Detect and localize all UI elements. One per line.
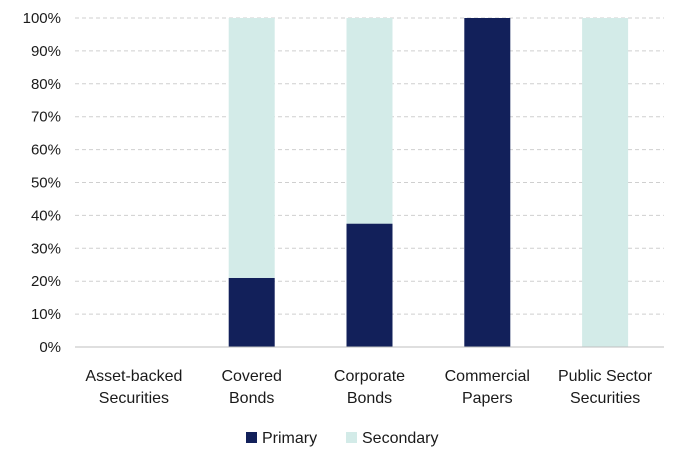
y-tick-label: 90% — [31, 43, 61, 60]
y-tick-label: 50% — [31, 175, 61, 192]
x-category-label: Corporate — [334, 368, 405, 385]
y-axis-tick-labels: 0% 10% 20% 30% 40% 50% 60% 70% 80% 90% 100% — [23, 10, 61, 356]
x-category-label: Papers — [462, 390, 513, 407]
y-tick-label: 100% — [23, 10, 61, 27]
x-category-label: Public Sector — [558, 368, 653, 385]
y-tick-label: 60% — [31, 142, 61, 159]
legend-swatch-primary — [246, 432, 257, 443]
y-tick-label: 80% — [31, 76, 61, 93]
bar-secondary — [582, 18, 628, 347]
bar-primary — [464, 18, 510, 347]
x-category-label: Covered — [221, 368, 281, 385]
legend: Primary Secondary — [246, 430, 439, 447]
bar-secondary — [229, 18, 275, 278]
x-category-label: Bonds — [347, 390, 392, 407]
x-category-label: Commercial — [445, 368, 530, 385]
x-category-label: Securities — [570, 390, 640, 407]
bar-secondary — [347, 18, 393, 224]
y-tick-label: 40% — [31, 207, 61, 224]
bar-primary — [229, 278, 275, 347]
y-tick-label: 30% — [31, 240, 61, 257]
legend-swatch-secondary — [346, 432, 357, 443]
y-tick-label: 20% — [31, 273, 61, 290]
y-tick-label: 10% — [31, 306, 61, 323]
x-category-label: Bonds — [229, 390, 274, 407]
x-axis-category-labels: Asset-backed Securities Covered Bonds Corpor… — [85, 368, 652, 407]
y-tick-label: 0% — [39, 339, 61, 356]
legend-label-secondary: Secondary — [362, 430, 439, 447]
x-category-label: Securities — [99, 390, 169, 407]
y-tick-label: 70% — [31, 109, 61, 126]
legend-label-primary: Primary — [262, 430, 317, 447]
x-category-label: Asset-backed — [85, 368, 182, 385]
bar-primary — [347, 224, 393, 347]
